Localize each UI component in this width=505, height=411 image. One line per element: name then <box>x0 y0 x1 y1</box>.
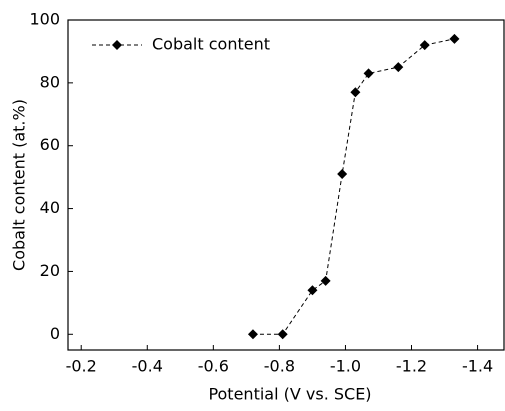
x-axis-label: Potential (V vs. SCE) <box>208 385 371 404</box>
marker <box>419 40 430 51</box>
marker <box>277 329 288 340</box>
marker <box>449 33 460 44</box>
marker <box>307 285 318 296</box>
y-tick-label: 60 <box>40 135 60 154</box>
marker <box>363 68 374 79</box>
marker <box>350 87 361 98</box>
x-tick-label: -0.8 <box>264 357 295 376</box>
legend-marker <box>112 40 122 50</box>
y-axis-label: Cobalt content (at.%) <box>10 99 29 271</box>
marker <box>320 275 331 286</box>
y-tick-label: 0 <box>50 324 60 343</box>
series-line <box>252 38 455 335</box>
marker <box>337 169 348 179</box>
x-tick-label: -0.2 <box>66 357 97 376</box>
y-tick-label: 100 <box>29 10 60 29</box>
y-tick-label: 80 <box>40 72 60 91</box>
x-tick-label: -1.2 <box>396 357 427 376</box>
x-tick-label: -1.0 <box>330 357 361 376</box>
plot-frame <box>67 19 505 351</box>
marker <box>247 329 258 340</box>
y-tick-label: 40 <box>40 198 60 217</box>
marker <box>393 62 404 73</box>
x-tick-label: -1.4 <box>462 357 493 376</box>
x-tick-label: -0.6 <box>198 357 229 376</box>
legend-label: Cobalt content <box>152 35 270 54</box>
x-tick-label: -0.4 <box>132 357 163 376</box>
y-tick-label: 20 <box>40 261 60 280</box>
